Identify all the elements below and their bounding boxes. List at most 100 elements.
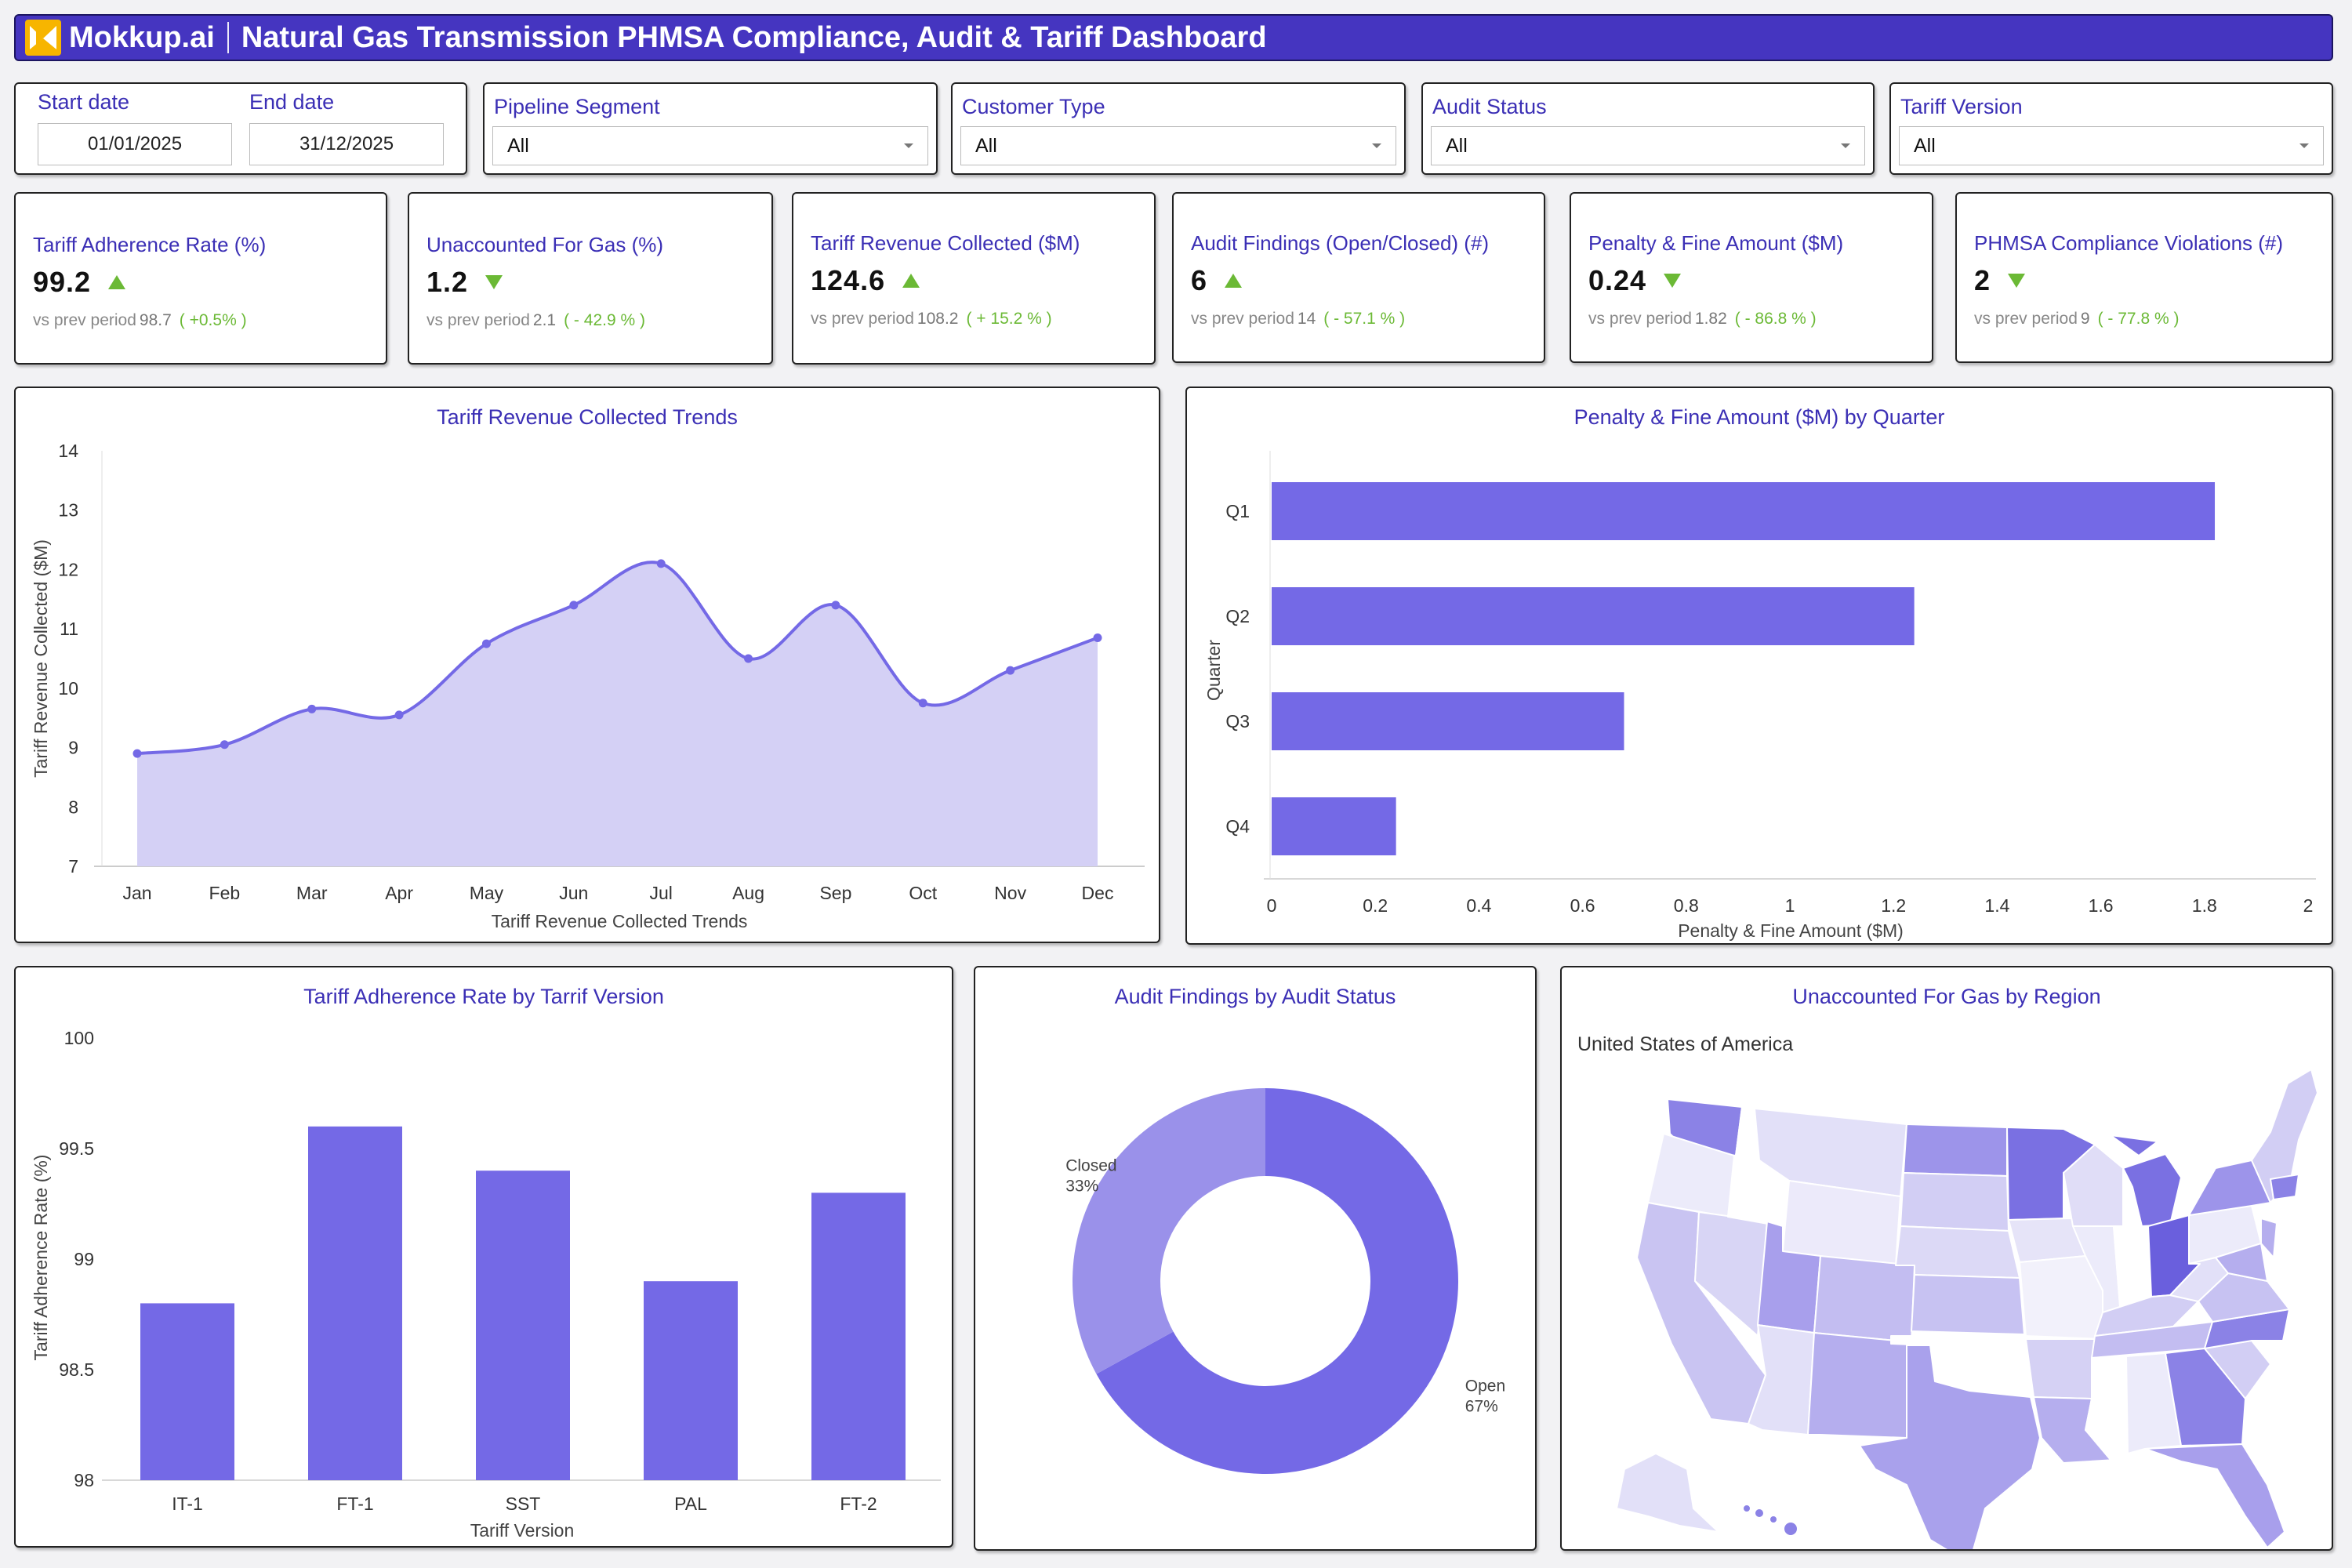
kpi-prev-label: vs prev period	[811, 310, 914, 328]
region-wisconsin	[2063, 1144, 2124, 1227]
x-tick-label: 0.4	[1466, 895, 1491, 916]
y-tick-label: Q2	[1225, 606, 1250, 626]
ufg-by-region-map-card: Unaccounted For Gas by Region United Sta…	[1560, 966, 2333, 1551]
us-choropleth-map[interactable]	[1562, 967, 2332, 1549]
y-axis-title: Tariff Adherence Rate (%)	[31, 1155, 51, 1361]
kpi-card-penalty-amount: Penalty & Fine Amount ($M) 0.24 vs prev …	[1570, 192, 1933, 363]
audit-status-value: All	[1446, 134, 1468, 157]
kpi-title: Tariff Revenue Collected ($M)	[811, 231, 1080, 255]
donut-slice	[1073, 1088, 1265, 1374]
bar	[1272, 482, 2216, 540]
x-tick-label: 2	[2303, 895, 2314, 916]
kpi-comparison: vs prev period 1.82 ( - 86.8 % )	[1588, 310, 1817, 328]
x-tick-label: SST	[506, 1494, 541, 1514]
region-alaska	[1616, 1453, 1719, 1533]
map-subtitle: United States of America	[1577, 1033, 1794, 1055]
kpi-comparison: vs prev period 108.2 ( + 15.2 % )	[811, 310, 1052, 328]
region-new-jersey	[2260, 1218, 2278, 1258]
kpi-value-text: 99.2	[33, 266, 92, 298]
x-tick-label: Oct	[909, 883, 937, 903]
donut-slice	[1096, 1088, 1458, 1474]
kpi-prev-label: vs prev period	[1974, 310, 2078, 328]
page-title: Natural Gas Transmission PHMSA Complianc…	[241, 20, 1267, 54]
audit-status-select[interactable]: All	[1431, 126, 1865, 165]
kpi-delta: ( - 42.9 % )	[564, 311, 645, 329]
y-tick-label: 7	[68, 856, 78, 877]
slice-label: Closed	[1065, 1157, 1116, 1175]
x-tick-label: Feb	[209, 883, 241, 903]
chart-title: Audit Findings by Audit Status	[1114, 985, 1396, 1008]
audit-findings-donut-card: Audit Findings by Audit Status Open 67% Cl…	[974, 966, 1537, 1551]
kpi-value: 6	[1191, 264, 1243, 297]
y-tick-label: Q1	[1225, 501, 1250, 521]
y-axis-title: Tariff Revenue Collected ($M)	[31, 539, 51, 778]
start-date-input[interactable]: 01/01/2025	[38, 123, 232, 165]
kpi-prev-label: vs prev period	[1191, 310, 1294, 328]
x-tick-label: Mar	[296, 883, 328, 903]
adherence-by-version-chart-card: Tariff Adherence Rate by Tarrif Version …	[14, 966, 953, 1548]
region-florida	[2144, 1443, 2285, 1548]
slice-label: Open	[1465, 1377, 1505, 1395]
x-tick-label: FT-1	[336, 1494, 373, 1514]
kpi-delta: ( +0.5% )	[179, 311, 247, 329]
mokkup-logo-icon	[25, 20, 61, 56]
kpi-delta: ( + 15.2 % )	[966, 310, 1052, 328]
bar	[1272, 797, 1396, 855]
bar	[476, 1171, 570, 1480]
kpi-value: 99.2	[33, 266, 126, 299]
bar	[1272, 692, 1624, 750]
data-point	[1093, 633, 1102, 642]
kpi-title: Tariff Adherence Rate (%)	[33, 233, 267, 256]
region-north-dakota	[1903, 1123, 2008, 1177]
y-tick-label: 99.5	[59, 1138, 94, 1159]
customer-type-value: All	[975, 134, 997, 157]
data-point	[307, 704, 317, 713]
y-tick-label: Q3	[1225, 711, 1250, 731]
bar	[811, 1192, 906, 1480]
kpi-value-text: 0.24	[1588, 264, 1647, 296]
y-tick-label: 11	[60, 619, 78, 639]
y-tick-label: 99	[74, 1249, 94, 1269]
x-tick-label: IT-1	[172, 1494, 203, 1514]
kpi-title: Unaccounted For Gas (%)	[426, 233, 664, 256]
header-divider	[227, 22, 229, 53]
area-fill	[137, 562, 1098, 866]
x-tick-label: 0.8	[1674, 895, 1699, 916]
end-date-input[interactable]: 31/12/2025	[249, 123, 444, 165]
kpi-card-tariff-revenue: Tariff Revenue Collected ($M) 124.6 vs p…	[792, 192, 1156, 365]
data-point	[481, 639, 491, 648]
x-tick-label: Apr	[385, 883, 413, 903]
data-point	[831, 601, 840, 610]
kpi-value-text: 124.6	[811, 264, 886, 296]
x-tick-label: PAL	[674, 1494, 707, 1514]
y-tick-label: Q4	[1225, 816, 1250, 837]
x-tick-label: May	[470, 883, 504, 903]
kpi-comparison: vs prev period 98.7 ( +0.5% )	[33, 311, 247, 330]
customer-type-select[interactable]: All	[960, 126, 1396, 165]
region-kansas	[1911, 1274, 2025, 1335]
kpi-value: 1.2	[426, 266, 503, 299]
penalty-bar-chart: Q1 Q2 Q3 Q4 0 0.2 0.4 0.6 0.8 1 1.2 1.4 1.6 1.8 2 Penal…	[1203, 451, 2316, 941]
kpi-comparison: vs prev period 2.1 ( - 42.9 % )	[426, 311, 645, 330]
y-tick-label: 10	[58, 678, 78, 699]
x-tick-label: 1.8	[2192, 895, 2217, 916]
trend-down-icon	[485, 275, 503, 289]
data-point	[918, 699, 927, 708]
region-nebraska	[1895, 1225, 2020, 1279]
y-tick-label: 8	[68, 797, 78, 817]
chevron-down-icon	[1372, 143, 1381, 148]
data-point	[132, 749, 142, 758]
pipeline-segment-select[interactable]: All	[492, 126, 928, 165]
bar	[308, 1126, 402, 1480]
chevron-down-icon	[2299, 143, 2309, 148]
dashboard-header: Mokkup.ai Natural Gas Transmission PHMSA…	[14, 14, 2333, 61]
bar	[644, 1281, 738, 1480]
data-point	[569, 601, 579, 610]
tariff-version-select[interactable]: All	[1899, 126, 2324, 165]
trend-up-icon	[108, 275, 126, 289]
data-point	[220, 740, 229, 750]
y-tick-label: 100	[64, 1028, 94, 1048]
kpi-value-text: 2	[1974, 264, 1991, 296]
kpi-card-tariff-adherence: Tariff Adherence Rate (%) 99.2 vs prev p…	[14, 192, 387, 365]
region-indiana	[2113, 1225, 2152, 1307]
